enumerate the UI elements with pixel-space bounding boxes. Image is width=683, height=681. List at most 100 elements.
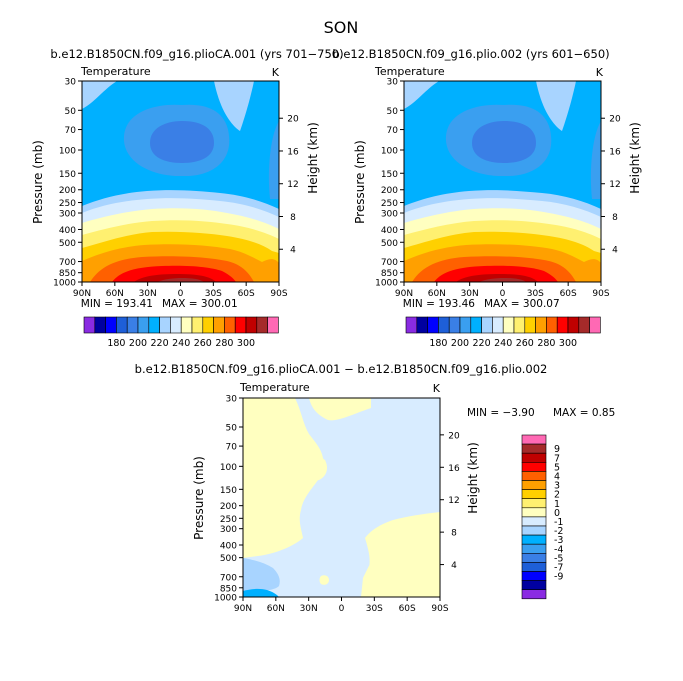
y-tick-label: 200 [59,186,76,196]
y-tick-label: 250 [381,199,398,209]
height-tick-label: 8 [612,213,618,223]
colorbar-swatch [521,434,547,445]
y-tick-label: 850 [220,584,237,594]
colorbar-swatch [159,316,171,334]
colorbar-label: 220 [473,338,491,349]
y-tick-label: 700 [59,258,76,268]
panel-1-height-ticks: 20 16 12 8 4 [279,115,299,256]
colorbar-swatch [213,316,225,334]
colorbar-label: 280 [215,338,233,349]
height-tick-label: 4 [290,246,296,256]
colorbar-label: 5 [554,462,560,473]
colorbar-swatch [170,316,182,334]
colorbar-label: 180 [429,338,447,349]
colorbar-label: -3 [554,535,563,546]
colorbar-label: 240 [494,338,512,349]
colorbar-swatch [502,316,515,334]
colorbar-label: 240 [172,338,190,349]
colorbar-swatch [521,543,547,554]
colorbar-swatch [578,316,590,334]
panel-1-x-ticks: 90N 60N 30N 0 30S 60S 90S [73,282,288,299]
y-tick-label: 500 [381,239,398,249]
height-tick-label: 20 [287,115,299,125]
panel-1-right-label: K [272,66,280,79]
y-tick-label: 50 [226,423,238,433]
colorbar-label: -7 [554,562,563,573]
x-tick-label: 30S [205,289,222,299]
colorbar-swatch [126,316,139,334]
y-tick-label: 200 [220,502,237,512]
height-tick-label: 4 [451,561,457,571]
panel-3-left-label: Temperature [239,381,310,394]
colorbar-label: -4 [554,544,563,555]
colorbar-swatch [546,316,558,334]
colorbar-swatch [481,316,493,334]
colorbar-swatch [459,316,472,334]
y-tick-label: 300 [220,525,237,535]
panel-1-title: b.e12.B1850CN.f09_g16.plioCA.001 (yrs 70… [50,47,343,61]
colorbar-swatch [589,316,601,334]
colorbar-swatch [521,471,547,481]
colorbar-label: -9 [554,572,563,583]
x-tick-label: 60N [428,289,446,299]
panel-1-left-label: Temperature [80,65,151,78]
y-tick-label: 150 [59,170,76,180]
colorbar-swatch [521,580,547,591]
colorbar-swatch [535,316,547,334]
colorbar-swatch [416,316,428,334]
colorbar-swatch [438,316,450,334]
panel-1-y-axis-label: Pressure (mb) [31,140,45,224]
x-tick-label: 90S [270,289,287,299]
colorbar-swatch [448,316,461,334]
y-tick-label: 70 [226,443,238,453]
x-tick-label: 0 [339,604,345,614]
panel-1-min: MIN = 193.41 [81,298,153,310]
height-tick-label: 16 [448,464,460,474]
colorbar-swatch [202,316,214,334]
colorbar-label: 220 [151,338,169,349]
x-tick-label: 90S [592,289,609,299]
panel-3-contours [243,398,440,597]
colorbar-label: 260 [194,338,212,349]
height-tick-label: 12 [287,180,298,190]
x-tick-label: 60S [399,604,416,614]
colorbar-swatch [148,316,160,334]
panel-2-height-ticks: 20 16 12 8 4 [601,115,621,256]
y-tick-label: 30 [387,78,399,88]
panel-2-y-axis-label: Pressure (mb) [353,140,367,224]
panel-3-right-label: K [433,382,441,395]
colorbar-label: 180 [107,338,125,349]
colorbar-swatch [521,571,547,581]
x-tick-label: 60N [106,289,124,299]
colorbar-swatch [521,480,547,490]
panel-2-contours [404,81,601,282]
colorbar-swatch [234,316,247,334]
colorbar-label: 260 [516,338,534,349]
x-tick-label: 60N [267,604,285,614]
panel-2-left-label: Temperature [374,65,445,78]
panel-2-max: MAX = 300.07 [484,298,560,310]
x-tick-label: 30S [366,604,383,614]
y-tick-label: 150 [220,486,237,496]
colorbar-swatch [521,534,547,545]
x-tick-label: 60S [238,289,255,299]
colorbar-swatch [524,316,536,334]
x-tick-label: 90N [234,604,252,614]
colorbar-swatch [521,516,547,527]
y-tick-label: 70 [387,126,399,136]
y-tick-label: 70 [65,126,77,136]
colorbar-swatch [492,316,504,334]
colorbar-swatch [116,316,128,334]
panel-3-max: MAX = 0.85 [553,407,615,419]
colorbar-swatch [137,316,150,334]
y-tick-label: 200 [381,186,398,196]
colorbar-swatch [405,316,418,334]
colorbar-swatch [521,525,547,536]
height-tick-label: 12 [448,496,459,506]
y-tick-label: 100 [220,463,237,473]
